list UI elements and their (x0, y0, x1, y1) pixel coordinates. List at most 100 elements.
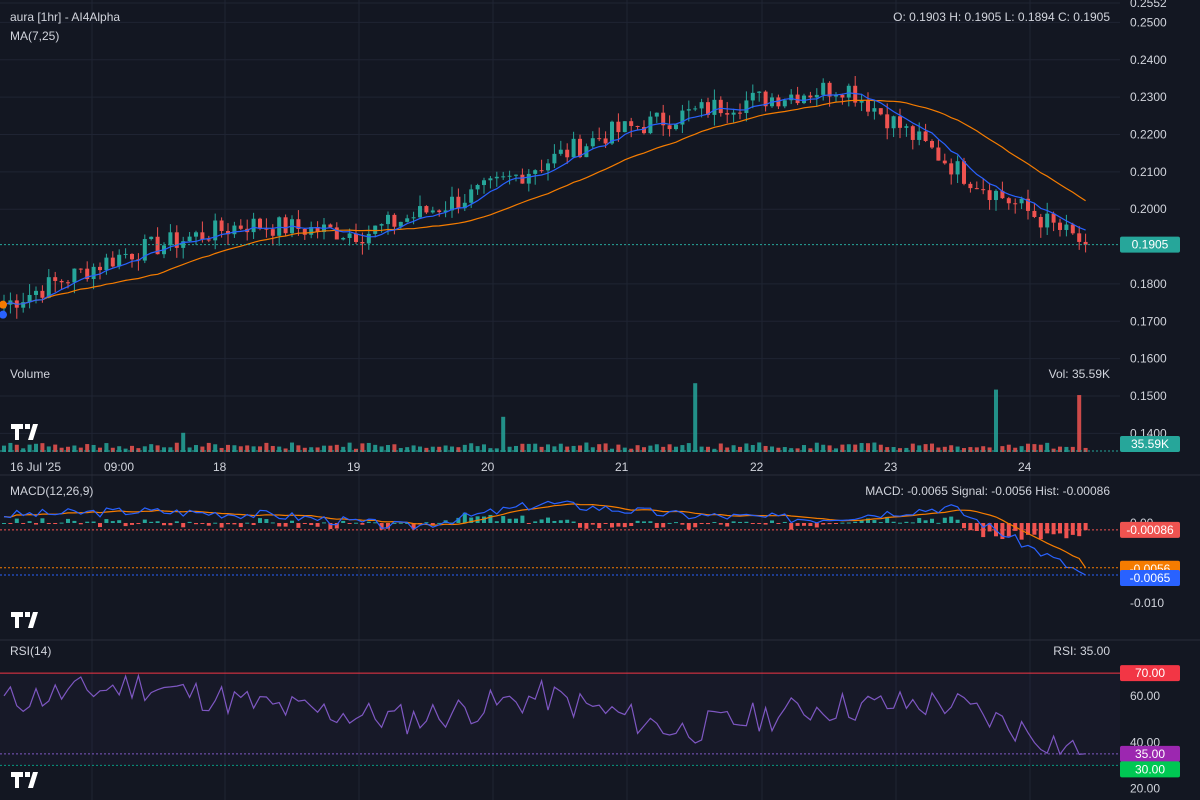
candle-body (814, 94, 819, 98)
macd-hist-bar (923, 520, 928, 523)
macd-hist-bar (1045, 523, 1050, 534)
y-axis-tick-label: 0.2500 (1130, 15, 1167, 29)
candle-body (1006, 198, 1011, 204)
volume-bar (14, 444, 19, 452)
macd-hist-bar (648, 521, 653, 523)
candle-body (373, 225, 378, 234)
rsi-tick-label: 60.00 (1130, 689, 1160, 703)
volume-bar (757, 442, 762, 452)
candle-body (379, 224, 384, 226)
candle-body (738, 112, 742, 114)
macd-hist-bar (392, 522, 397, 524)
macd-hist-bar (610, 523, 614, 528)
candle-body (91, 266, 96, 280)
candle-body (34, 290, 38, 295)
candle-body (546, 163, 550, 171)
rsi-label: RSI(14) (10, 644, 52, 658)
macd-hist-bar (629, 523, 634, 526)
volume-bar (354, 448, 358, 452)
y-axis-tick-label: 0.2300 (1130, 90, 1167, 104)
volume-bar (136, 448, 141, 452)
volume-bar (1064, 446, 1069, 452)
ma25-line (3, 99, 1086, 306)
macd-hist-bar (558, 520, 563, 523)
candle-body (891, 116, 896, 129)
y-axis-tick-label: 0.1600 (1130, 352, 1167, 366)
volume-bar (1045, 442, 1050, 452)
macd-hist-bar (680, 523, 685, 525)
x-axis-tick-label: 18 (213, 460, 227, 474)
macd-hist-bar (936, 522, 941, 524)
macd-hist-bar (974, 523, 979, 531)
volume-bar (738, 446, 742, 452)
macd-hist-bar (821, 523, 826, 525)
volume-bar (974, 447, 979, 452)
macd-hist-bar (712, 522, 717, 524)
macd-hist-bar (1077, 523, 1082, 537)
volume-bar (878, 444, 883, 452)
rsi-line (3, 673, 1086, 756)
y-axis-tick-label: 0.2552 (1130, 0, 1167, 10)
volume-bar (258, 446, 262, 452)
last-price-badge (1120, 236, 1180, 253)
macd-hist-bar (1000, 523, 1005, 540)
candle-body (578, 138, 582, 158)
candle-body (642, 127, 646, 134)
y-axis-tick-label: 0.2000 (1130, 202, 1167, 216)
macd-hist-bar (968, 523, 973, 531)
macd-hist-bar (763, 523, 768, 525)
macd-hist-bar (200, 523, 205, 524)
volume-bar (379, 446, 384, 452)
macd-hist-bar (456, 517, 461, 523)
volume-bar (187, 447, 192, 452)
candle-body (1045, 213, 1050, 228)
volume-bar (603, 443, 608, 452)
volume-bar (123, 448, 128, 452)
candle-body (757, 91, 762, 93)
volume-bar (302, 447, 307, 452)
macd-hist-bar (328, 523, 333, 530)
macd-hist-bar (78, 523, 83, 525)
volume-bar (680, 445, 685, 452)
macd-hist-bar (686, 523, 691, 530)
candle-body (181, 241, 186, 248)
macd-hist-bar (814, 523, 819, 528)
volume-bar (418, 446, 422, 452)
candle-body (328, 224, 333, 228)
volume-bar (290, 442, 294, 452)
candle-body (168, 232, 173, 246)
volume-bar (309, 447, 314, 452)
macd-hist-bar (315, 523, 320, 527)
volume-bar (411, 445, 416, 452)
macd-hist-bar (642, 521, 646, 523)
macd-hist-bar (853, 521, 858, 523)
macd-hist-bar (782, 521, 787, 523)
volume-bar (584, 442, 589, 452)
volume-bar (251, 446, 256, 452)
x-axis-tick-label: 22 (750, 460, 764, 474)
volume-bar (85, 444, 90, 452)
macd-hist-bar (718, 523, 723, 525)
candle-body (674, 124, 678, 130)
volume-bar (72, 445, 77, 452)
macd-hist-bar (14, 518, 19, 523)
volume-bar (629, 448, 634, 452)
volume-bar (213, 444, 218, 452)
candle-body (1064, 224, 1069, 230)
volume-bar (1019, 446, 1024, 452)
macd-hist-bar (475, 516, 480, 523)
candle-body (277, 217, 282, 236)
volume-bar (853, 444, 858, 452)
candle-body (469, 189, 474, 203)
macd-hist-bar (661, 523, 666, 528)
macd-hist-bar (667, 522, 672, 524)
macd-hist-bar (1038, 523, 1043, 540)
candle-body (296, 219, 301, 229)
macd-hist-bar (8, 523, 13, 524)
volume-bar (514, 445, 518, 452)
volume-bar (322, 445, 326, 452)
candle-body (213, 220, 218, 241)
macd-hist-bar (526, 523, 531, 524)
volume-bar (635, 445, 640, 452)
